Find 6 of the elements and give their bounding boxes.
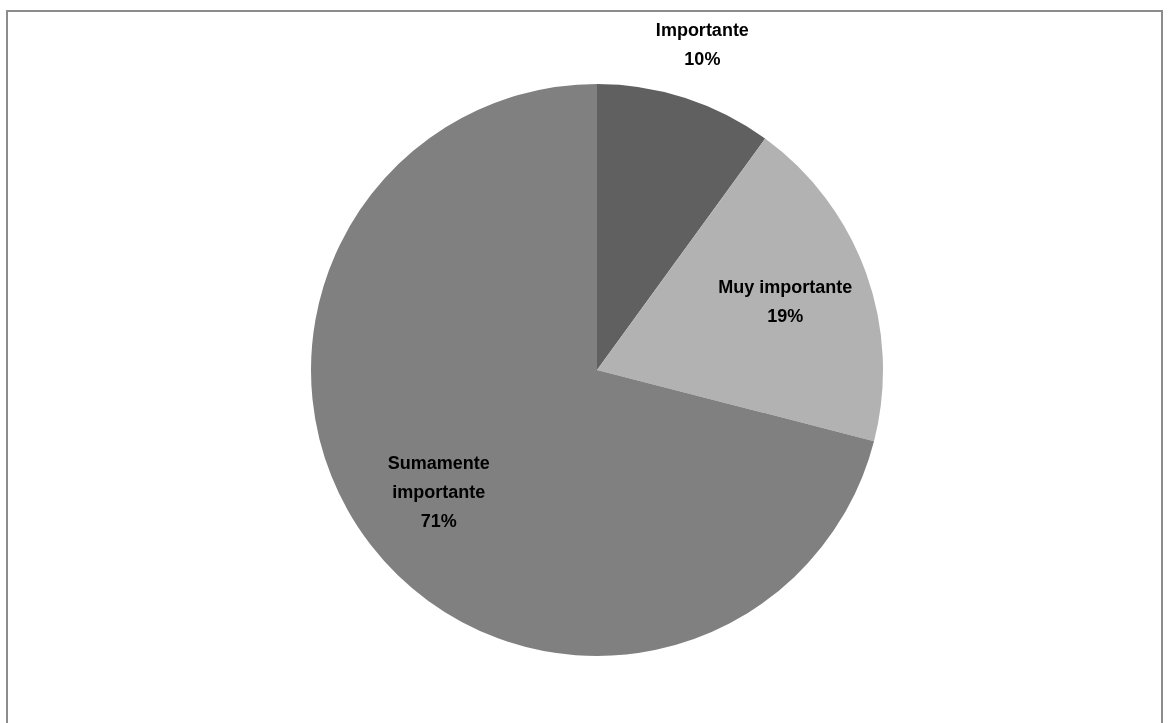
data-label: 71%	[420, 510, 457, 531]
data-label: 10%	[684, 49, 721, 70]
slice-label: Sumamente importante	[387, 452, 490, 502]
data-label: 19%	[767, 305, 804, 326]
slice-label: Muy importante	[718, 276, 853, 297]
slice-label: Importante	[655, 20, 749, 41]
